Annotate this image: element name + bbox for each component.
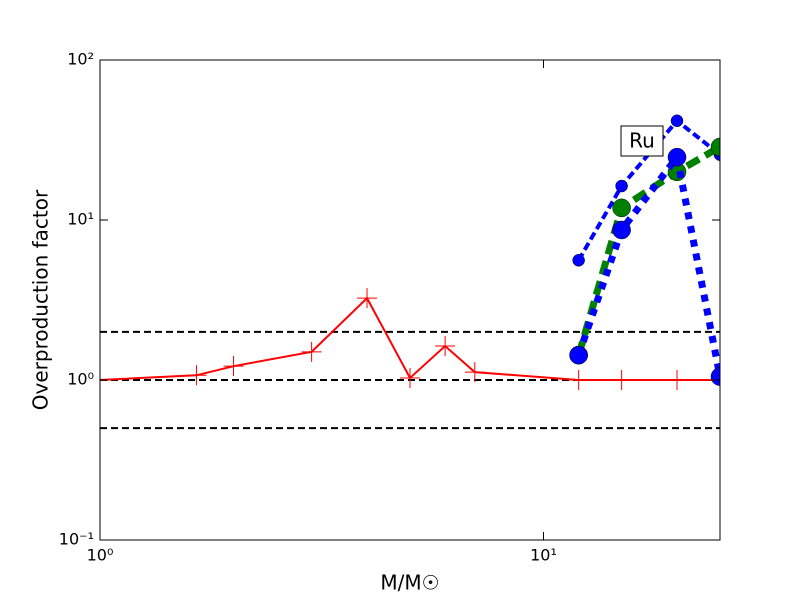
marker: [186, 365, 207, 386]
series-line: [576, 118, 720, 262]
y-tick-label: 10²: [67, 50, 94, 69]
annotation: Ru: [620, 125, 664, 157]
marker: [223, 356, 244, 377]
marker: [612, 198, 631, 218]
x-tick-label: 10¹: [530, 546, 557, 565]
y-tick-label: 10⁻¹: [59, 530, 94, 549]
plot-area: [100, 114, 720, 430]
marker: [568, 370, 589, 390]
series-line: [575, 143, 720, 357]
marker: [615, 179, 628, 193]
axes-frame: [99, 59, 721, 541]
y-axis-label: Overproduction factor: [29, 189, 53, 410]
marker: [400, 367, 420, 388]
marker: [667, 147, 687, 167]
marker: [710, 367, 720, 386]
marker: [464, 362, 485, 383]
marker: [670, 114, 684, 128]
marker: [710, 137, 720, 157]
marker: [611, 370, 632, 390]
annotation-box: [620, 125, 664, 157]
marker: [569, 345, 588, 365]
marker: [301, 341, 322, 362]
marker: [667, 370, 688, 390]
annotation-text: Ru: [629, 129, 655, 153]
marker: [572, 254, 585, 267]
marker: [612, 220, 631, 240]
y-tick-label: 10⁰: [67, 370, 94, 389]
x-axis-label: M/M☉: [380, 571, 439, 595]
y-tick-label: 10¹: [67, 210, 94, 229]
marker: [357, 288, 378, 309]
x-tick-label: 10⁰: [87, 546, 114, 565]
marker: [435, 336, 456, 357]
